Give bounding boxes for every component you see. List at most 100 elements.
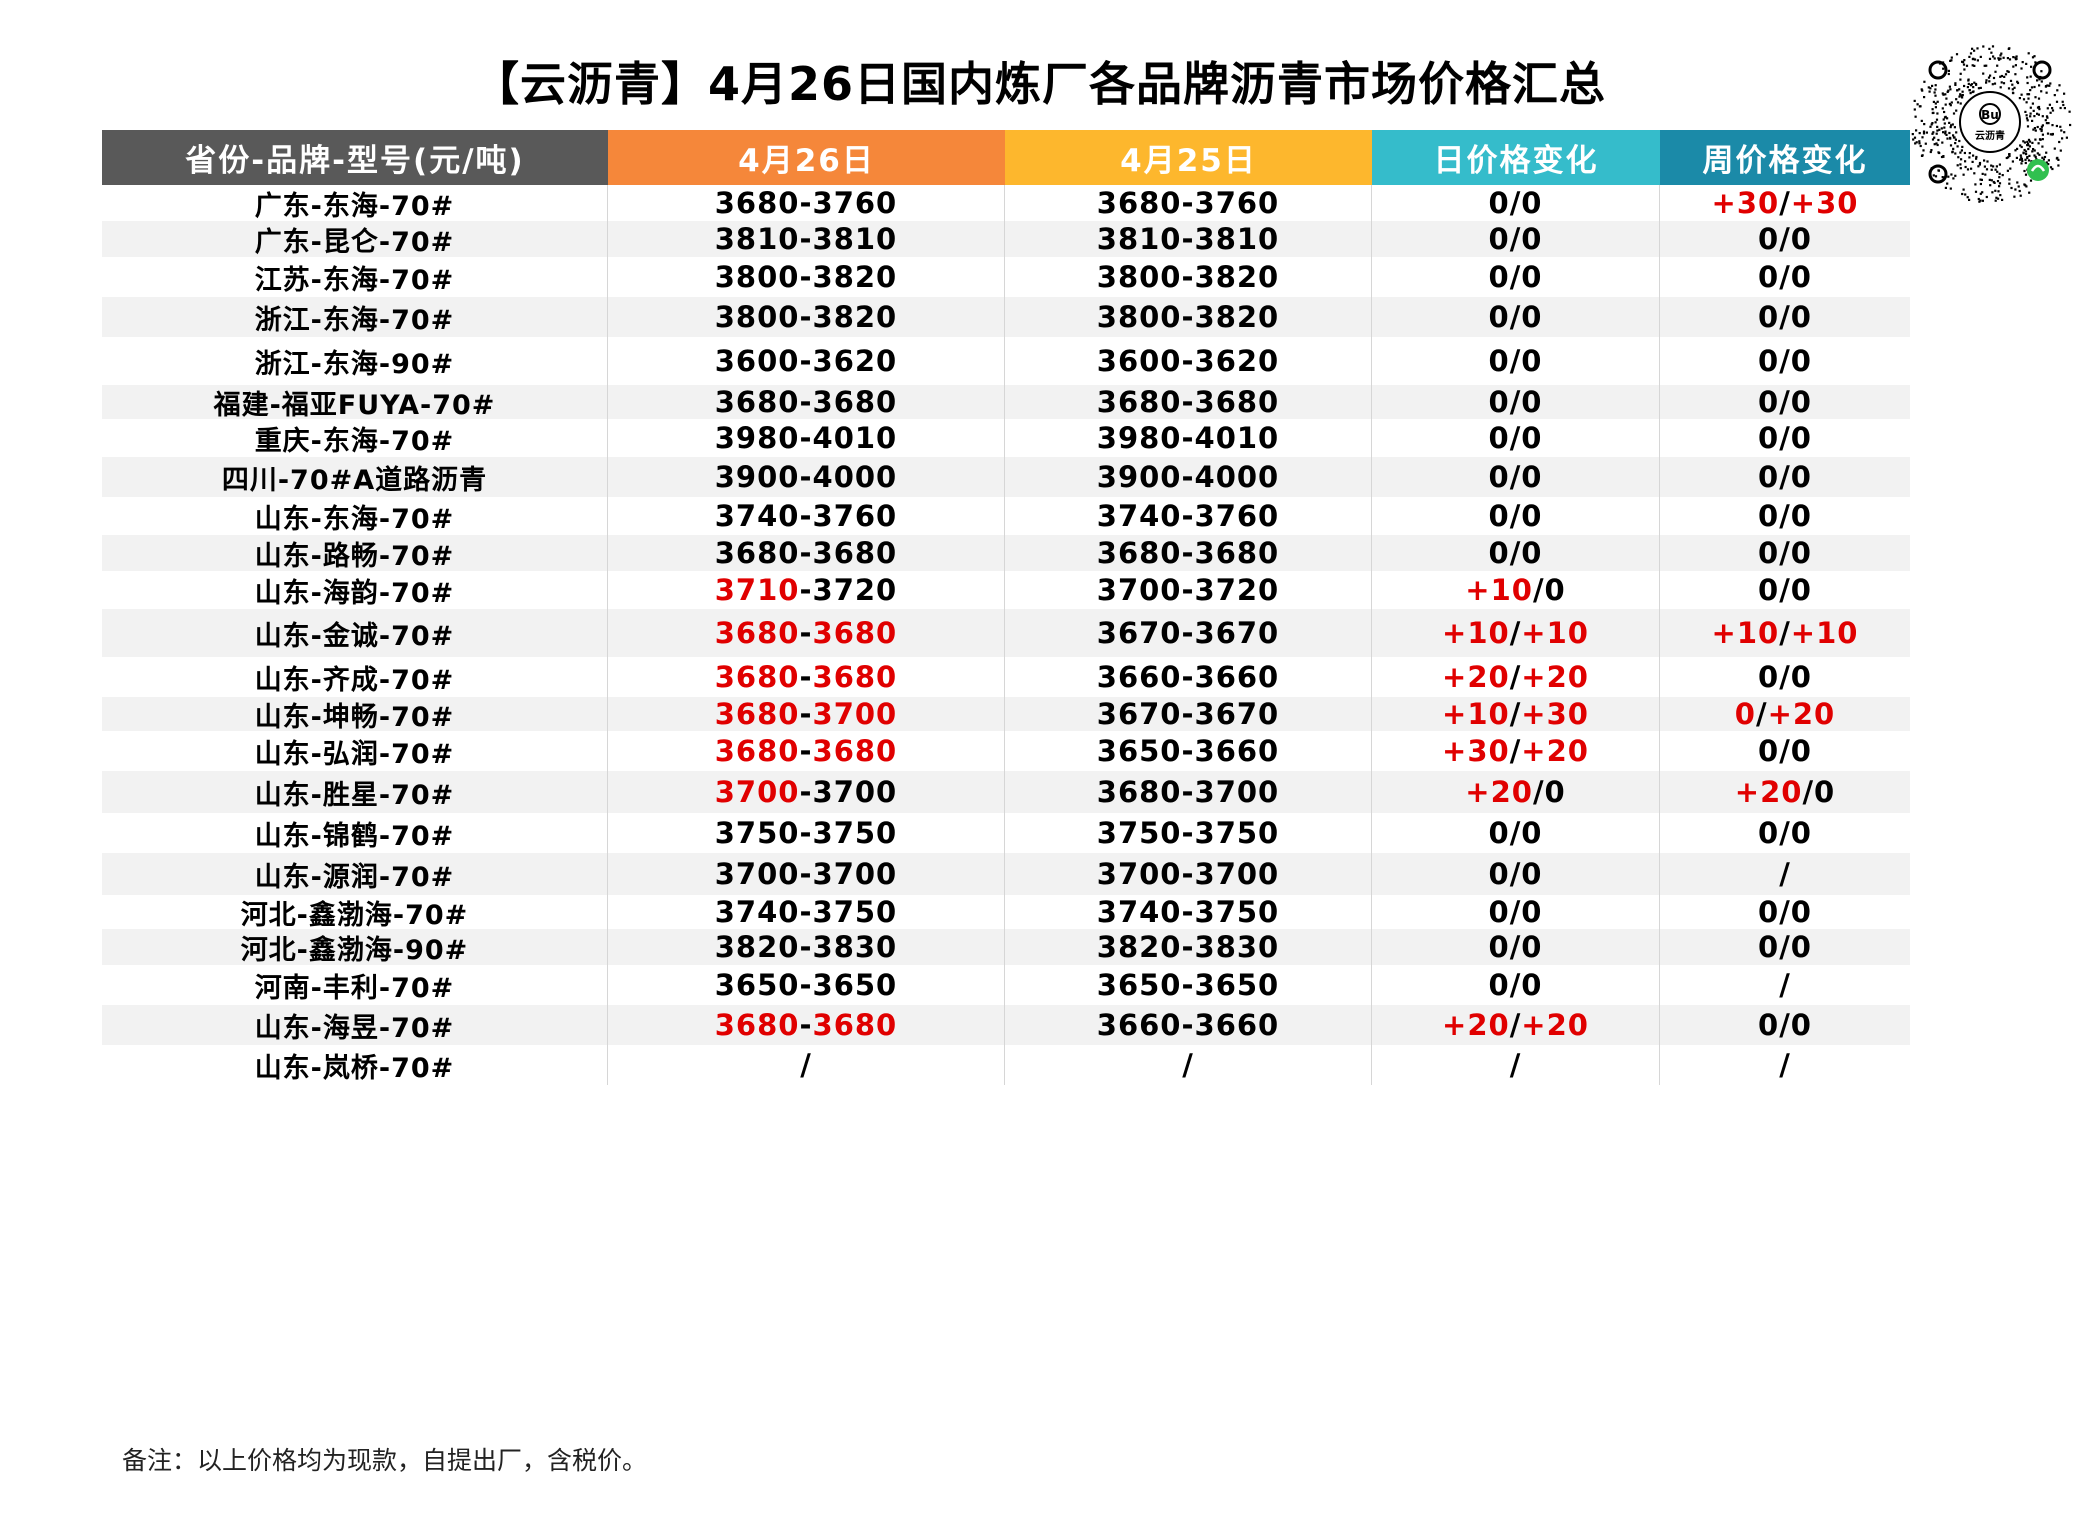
brand-cell: 山东-金诚-70# — [102, 609, 608, 657]
change-slash: / — [1509, 968, 1522, 1002]
table-row: 山东-齐成-70# 3680-3680 3660-3660 +20/+20 0/0 — [102, 657, 1910, 697]
value-part: 0 — [1521, 222, 1543, 256]
price-apr26-cell: 3680-3680 — [608, 657, 1005, 697]
range-dash: - — [799, 499, 813, 533]
daily-change-cell: +10/0 — [1372, 571, 1660, 609]
price-apr25-cell: 3650-3650 — [1005, 965, 1372, 1005]
price-apr26-cell: 3680-3680 — [608, 385, 1005, 419]
price-apr25-cell: 3700-3700 — [1005, 853, 1372, 895]
price-apr25-cell: 3670-3670 — [1005, 697, 1372, 731]
change-slash: / — [1779, 421, 1791, 455]
price-apr25-cell: 3680-3700 — [1005, 771, 1372, 813]
price-apr25-cell: 3800-3820 — [1005, 257, 1372, 297]
price-table: 省份-品牌-型号(元/吨) 4月26日 4月25日 日价格变化 周价格变化 广东… — [102, 130, 1910, 1085]
table-row: 山东-金诚-70# 3680-3680 3670-3670 +10/+10 +10/+1… — [102, 609, 1910, 657]
value-part: 0 — [1758, 222, 1780, 256]
price-apr26-cell: 3700-3700 — [608, 853, 1005, 895]
price-apr25-cell: 3980-4010 — [1005, 419, 1372, 457]
price-apr26-cell: 3700-3700 — [608, 771, 1005, 813]
value-part: 0 — [1758, 734, 1780, 768]
daily-change-cell: 0/0 — [1372, 221, 1660, 257]
price-apr25-cell: 3680-3760 — [1005, 185, 1372, 221]
daily-change-cell: +30/+20 — [1372, 731, 1660, 771]
value-part: 0 — [1790, 385, 1812, 419]
daily-change-cell: +20/+20 — [1372, 657, 1660, 697]
value-part: 3820 — [812, 300, 898, 334]
price-apr26-cell: 3680-3680 — [608, 609, 1005, 657]
value-part: 3980 — [714, 421, 800, 455]
daily-change-cell: +20/0 — [1372, 771, 1660, 813]
price-apr26-cell: 3680-3760 — [608, 185, 1005, 221]
change-slash: / — [1509, 816, 1522, 850]
price-apr26-cell: 3750-3750 — [608, 813, 1005, 853]
table-row: 浙江-东海-90# 3600-3620 3600-3620 0/0 0/0 — [102, 337, 1910, 385]
mini-program-qr-code: Bu 云沥青 — [1911, 45, 2072, 203]
range-dash: - — [799, 186, 813, 220]
value-part: 3620 — [812, 344, 898, 378]
value-part: +30 — [1711, 186, 1780, 220]
brand-cell: 山东-锦鹤-70# — [102, 813, 608, 853]
value-part: 3740 — [714, 895, 800, 929]
table-row: 山东-岚桥-70# / / / / — [102, 1045, 1910, 1085]
weekly-change-cell: 0/0 — [1660, 895, 1910, 929]
value-part: 0 — [1790, 660, 1812, 694]
value-part: 3800 — [714, 300, 800, 334]
svg-text:Bu: Bu — [1981, 108, 1999, 122]
table-row: 河南-丰利-70# 3650-3650 3650-3650 0/0/ — [102, 965, 1910, 1005]
value-part: 0 — [1790, 1008, 1812, 1042]
value-part: 0 — [1488, 816, 1510, 850]
value-part: 3680 — [714, 616, 800, 650]
value-part: 0 — [1790, 930, 1812, 964]
change-slash: / — [1509, 536, 1522, 570]
value-part: 3700 — [714, 857, 800, 891]
weekly-change-cell: +20/0 — [1660, 771, 1910, 813]
value-part: 0 — [1488, 499, 1510, 533]
daily-change-cell: 0/0 — [1372, 497, 1660, 535]
table-row: 山东-路畅-70# 3680-3680 3680-3680 0/0 0/0 — [102, 535, 1910, 572]
weekly-change-cell: 0/0 — [1660, 731, 1910, 771]
value-part: 3680 — [812, 536, 898, 570]
range-dash: - — [799, 857, 813, 891]
price-apr26-cell: 3680-3680 — [608, 731, 1005, 771]
daily-change-cell: 0/0 — [1372, 257, 1660, 297]
daily-change-cell: 0/0 — [1372, 965, 1660, 1005]
weekly-change-cell: 0/0 — [1660, 497, 1910, 535]
weekly-change-cell: 0/0 — [1660, 385, 1910, 419]
value-part: +30 — [1521, 697, 1589, 731]
brand-cell: 河北-鑫渤海-90# — [102, 929, 608, 966]
brand-cell: 山东-东海-70# — [102, 497, 608, 535]
value-part: +20 — [1521, 734, 1589, 768]
range-dash: - — [799, 816, 813, 850]
change-slash: / — [1532, 573, 1545, 607]
weekly-change-cell: / — [1779, 857, 1791, 891]
value-part: 0 — [1521, 186, 1543, 220]
daily-change-cell: +20/+20 — [1372, 1005, 1660, 1045]
daily-change-cell: 0/0 — [1372, 895, 1660, 929]
weekly-change-cell: +30/+30 — [1660, 185, 1910, 221]
value-part: 0 — [1488, 857, 1510, 891]
page-title: 【云沥青】4月26日国内炼厂各品牌沥青市场价格汇总 — [472, 57, 1607, 111]
logo-text: 云沥青 — [1975, 129, 2005, 142]
brand-cell: 山东-岚桥-70# — [102, 1045, 608, 1085]
value-part: +10 — [1465, 573, 1533, 607]
table-header: 省份-品牌-型号(元/吨) 4月26日 4月25日 日价格变化 周价格变化 — [102, 130, 1910, 185]
value-part: 3680 — [714, 660, 800, 694]
value-part: +10 — [1442, 616, 1510, 650]
value-part: 0 — [1521, 816, 1543, 850]
weekly-change-cell: 0/+20 — [1660, 697, 1910, 731]
range-dash: - — [799, 260, 813, 294]
change-slash: / — [1509, 344, 1522, 378]
range-dash: - — [799, 222, 813, 256]
value-part: 0 — [1488, 895, 1510, 929]
brand-cell: 浙江-东海-70# — [102, 297, 608, 337]
price-apr25-cell: 3740-3750 — [1005, 895, 1372, 929]
change-slash: / — [1509, 930, 1522, 964]
range-dash: - — [799, 421, 813, 455]
brand-cell: 山东-源润-70# — [102, 853, 608, 895]
value-part: 0 — [1521, 344, 1543, 378]
daily-change-cell: 0/0 — [1372, 419, 1660, 457]
value-part: +10 — [1790, 616, 1859, 650]
weekly-change-cell: 0/0 — [1660, 657, 1910, 697]
price-apr26-cell: 3680-3700 — [608, 697, 1005, 731]
range-dash: - — [799, 734, 813, 768]
